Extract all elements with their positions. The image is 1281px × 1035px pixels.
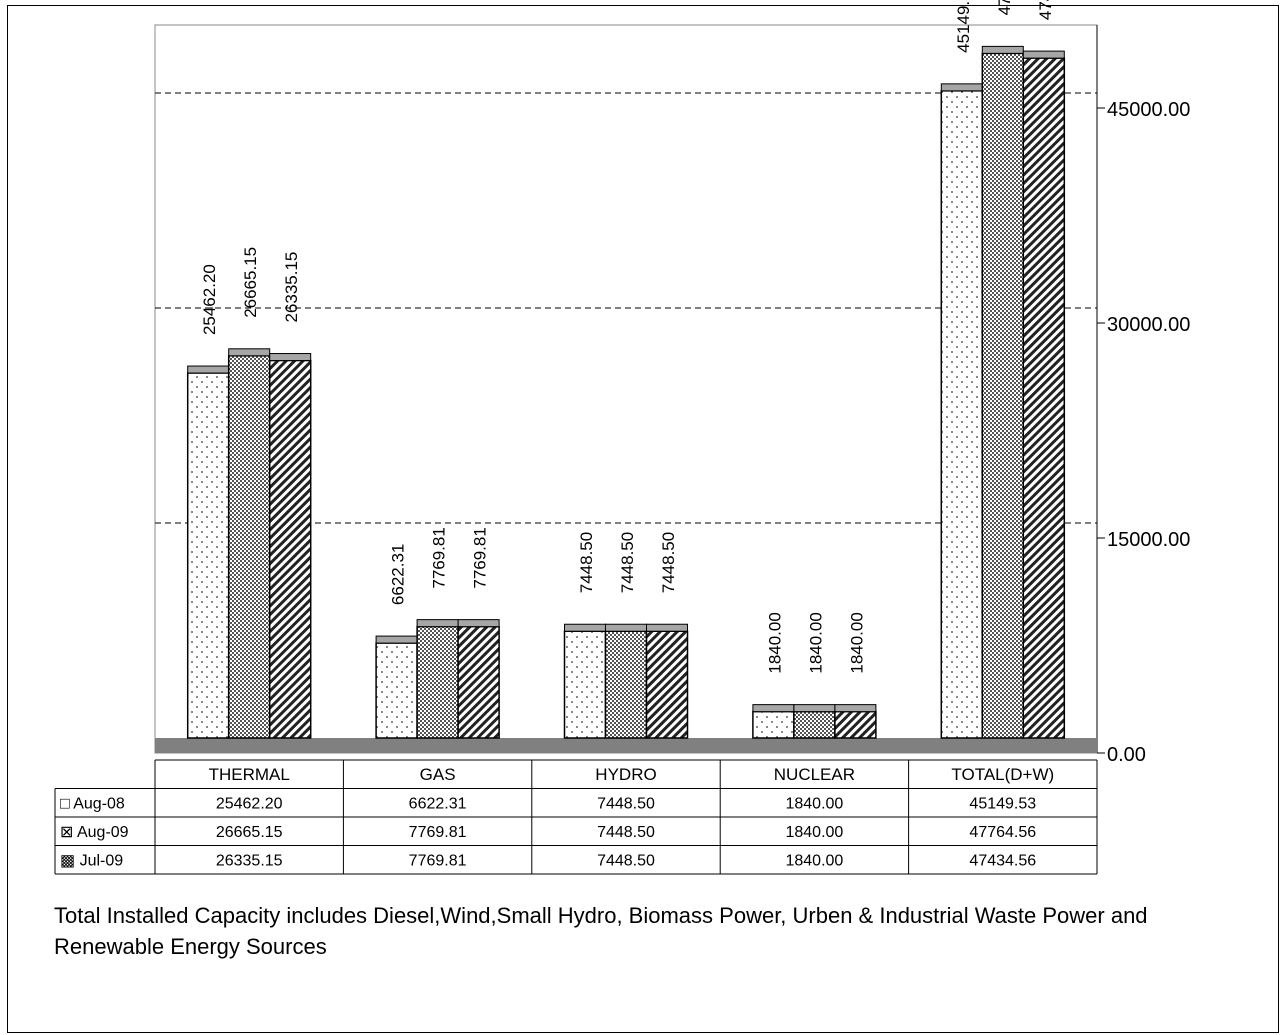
bar-top: [793, 704, 836, 713]
table-cell: 47434.56: [969, 853, 1036, 870]
table-header-cell: NUCLEAR: [774, 765, 855, 784]
data-label: 1840.00: [806, 612, 825, 673]
table-cell: 7769.81: [409, 853, 467, 870]
table-header-cell: THERMAL: [209, 765, 290, 784]
bar-top: [187, 365, 230, 374]
table-header-cell: GAS: [420, 765, 456, 784]
bar-Aug-09-TOTAL(D+W): [981, 52, 1025, 739]
bar-chart: 0.00 15000.00 30000.00 45000.00 25462.20 6622…: [54, 0, 1190, 875]
data-label: 26665.15: [241, 247, 260, 318]
bar-top: [605, 623, 647, 632]
y-tick-label: 0.00: [1107, 744, 1146, 766]
bar-top: [981, 45, 1024, 54]
legend-Aug-09: ⊠ Aug-09: [60, 824, 129, 841]
table-cell: 26335.15: [216, 853, 283, 870]
data-label: 7448.50: [577, 532, 596, 593]
bar-Aug-09-GAS: [416, 625, 459, 739]
bar-Aug-09-NUCLEAR: [793, 710, 836, 739]
table-cell: 47764.56: [969, 824, 1036, 841]
table-cell: 1840.00: [785, 853, 843, 870]
y-tick-label: 15000.00: [1107, 529, 1190, 551]
data-label: 47764.56: [995, 0, 1014, 15]
bar-top: [416, 619, 459, 628]
bar-Jul-09-HYDRO: [645, 630, 689, 739]
bar-Jul-09-GAS: [457, 625, 500, 739]
legend-Aug-08: □ Aug-08: [60, 796, 125, 813]
y-tick-label: 30000.00: [1107, 314, 1190, 336]
bar-top: [752, 704, 795, 713]
bar-Aug-08-NUCLEAR: [752, 710, 795, 739]
bar-Aug-08-GAS: [375, 642, 418, 739]
table-cell: 7448.50: [597, 853, 655, 870]
chart-floor: [155, 738, 1097, 753]
bar-top: [834, 704, 877, 713]
bar-top: [228, 348, 271, 357]
bar-top: [940, 83, 983, 92]
table-cell: 7448.50: [597, 796, 655, 813]
data-label: 7448.50: [618, 532, 637, 593]
legend-Jul-09: ▩ Jul-09: [60, 853, 123, 870]
data-label: 7769.81: [471, 527, 490, 588]
table-cell: 7448.50: [597, 824, 655, 841]
data-label: 45149.53: [954, 0, 973, 53]
chart-frame: [7, 5, 1279, 1033]
table-cell: 1840.00: [785, 796, 843, 813]
bar-Aug-09-THERMAL: [227, 355, 271, 739]
bar-top: [457, 619, 500, 628]
table-cell: 6622.31: [409, 796, 467, 813]
bar-Aug-08-THERMAL: [186, 372, 230, 739]
bar-top: [269, 353, 312, 362]
bar-top: [1022, 50, 1065, 59]
data-label: 1840.00: [847, 612, 866, 673]
table-header-cell: TOTAL(D+W): [951, 765, 1054, 784]
data-label: 25462.20: [200, 264, 219, 335]
footnote: Total Installed Capacity includes Diesel…: [54, 903, 1148, 959]
bar-top: [375, 635, 418, 644]
data-label: 7769.81: [430, 527, 449, 588]
data-label: 6622.31: [389, 544, 408, 605]
table-cell: 26665.15: [216, 824, 283, 841]
table-cell: 1840.00: [785, 824, 843, 841]
bar-Jul-09-THERMAL: [268, 359, 312, 739]
data-label: 7448.50: [659, 532, 678, 593]
table-cell: 45149.53: [969, 796, 1036, 813]
table-cell: 25462.20: [216, 796, 283, 813]
bar-Aug-08-HYDRO: [563, 630, 607, 739]
data-label: 47434.56: [1036, 0, 1055, 20]
table-header-cell: HYDRO: [595, 765, 656, 784]
bar-Aug-08-TOTAL(D+W): [940, 90, 984, 739]
y-tick-label: 45000.00: [1107, 99, 1190, 121]
data-label: 1840.00: [765, 612, 784, 673]
bar-Jul-09-TOTAL(D+W): [1022, 57, 1066, 739]
table-cell: 7769.81: [409, 824, 467, 841]
bar-top: [564, 623, 606, 632]
bar-Jul-09-NUCLEAR: [834, 710, 877, 739]
bar-top: [646, 623, 688, 632]
bar-Aug-09-HYDRO: [604, 630, 648, 739]
data-label: 26335.15: [282, 252, 301, 323]
